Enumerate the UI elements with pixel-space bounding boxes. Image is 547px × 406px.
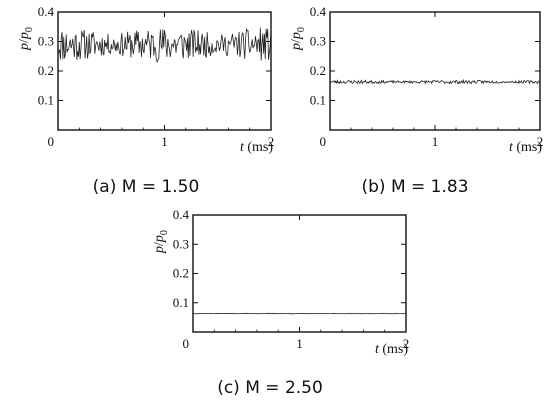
x-tick-label: 2 bbox=[268, 134, 275, 149]
panel-3: 0.1 0.2 0.3 0.4 0 1 2 p/p0 t (ms) (c) M = 2.50 bbox=[152, 207, 409, 398]
x-tick-label: 1 bbox=[432, 134, 439, 149]
series-line-1 bbox=[329, 78, 541, 85]
x-tick-label: 2 bbox=[403, 336, 410, 351]
y-tick-label: 0.2 bbox=[310, 63, 326, 78]
panel-caption: (c) M = 2.50 bbox=[217, 378, 323, 398]
plot-frame bbox=[57, 11, 272, 131]
y-tick-label: 0.2 bbox=[173, 266, 189, 281]
panel-2: 0.1 0.2 0.3 0.4 0 1 2 p/p0 t (ms) (b) M = 1.83 bbox=[289, 4, 543, 197]
panel-caption: (b) M = 1.83 bbox=[361, 177, 468, 197]
x-axis-label: t (ms) bbox=[240, 140, 273, 155]
x-tick-label: 0 bbox=[183, 336, 190, 351]
y-tick-label: 0.4 bbox=[173, 207, 190, 222]
y-tick-label: 0.3 bbox=[173, 236, 189, 251]
y-axis-label: p/p0 bbox=[17, 27, 35, 51]
series-line-1 bbox=[192, 312, 407, 315]
y-tick-label: 0.1 bbox=[173, 295, 189, 310]
y-tick-label: 0.1 bbox=[310, 93, 326, 108]
x-tick-label: 0 bbox=[320, 134, 327, 149]
x-tick-label: 1 bbox=[161, 134, 168, 149]
panel-1: 0.1 0.2 0.3 0.4 0 1 2 p/p0 t (ms) (a) M = 1.50 bbox=[17, 4, 274, 197]
plot-frame bbox=[329, 11, 541, 131]
series-line-1 bbox=[57, 27, 272, 64]
x-axis-label: t (ms) bbox=[509, 140, 542, 155]
y-tick-label: 0.2 bbox=[38, 63, 54, 78]
x-tick-label: 1 bbox=[296, 336, 303, 351]
y-tick-label: 0.4 bbox=[310, 4, 327, 19]
x-tick-label: 0 bbox=[48, 134, 55, 149]
y-tick-label: 0.3 bbox=[38, 34, 54, 49]
y-tick-label: 0.3 bbox=[310, 34, 326, 49]
x-axis-label: t (ms) bbox=[375, 342, 408, 357]
y-axis-label: p/p0 bbox=[289, 27, 307, 51]
x-tick-label: 2 bbox=[537, 134, 544, 149]
plot-frame bbox=[192, 214, 407, 333]
y-axis-label: p/p0 bbox=[152, 230, 170, 254]
panel-caption: (a) M = 1.50 bbox=[93, 177, 200, 197]
y-tick-label: 0.4 bbox=[38, 4, 55, 19]
y-tick-label: 0.1 bbox=[38, 93, 54, 108]
